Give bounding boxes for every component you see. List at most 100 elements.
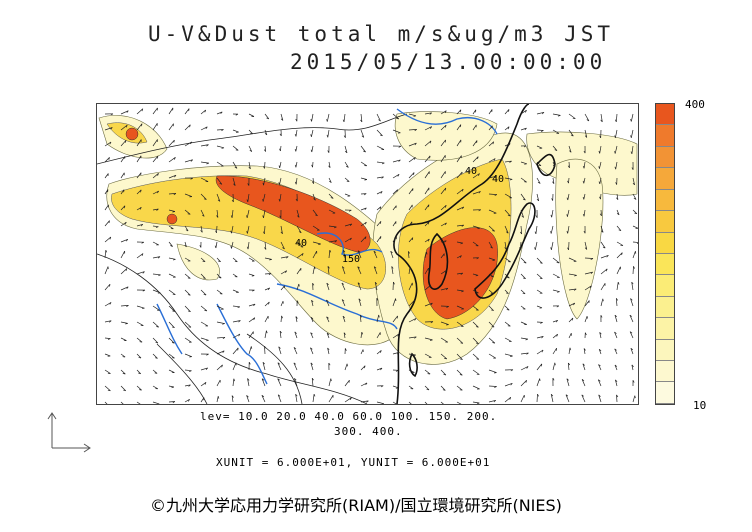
wind-vector <box>600 298 604 307</box>
wind-vector <box>344 145 348 153</box>
wind-vector-head <box>589 285 592 289</box>
wind-vector-head <box>262 182 264 186</box>
wind-vector-head <box>188 384 191 387</box>
wind-vector <box>615 161 618 170</box>
wind-vector-head <box>310 149 313 153</box>
wind-vector-head <box>493 158 496 161</box>
wind-vector-head <box>444 270 447 273</box>
wind-vector <box>343 250 346 259</box>
wind-vector <box>615 379 618 387</box>
wind-vector <box>184 241 187 247</box>
wind-vector <box>328 240 337 243</box>
wind-vector <box>232 289 239 293</box>
wind-vector <box>392 221 397 227</box>
wind-vector <box>246 395 250 403</box>
colorbar-segment <box>656 361 674 383</box>
wind-vector <box>520 209 524 218</box>
wind-vector <box>232 257 238 263</box>
wind-vector-head <box>568 362 570 366</box>
wind-vector-head <box>507 214 511 217</box>
wind-vector <box>584 271 593 275</box>
wind-vector-head <box>396 189 398 193</box>
wind-vector <box>168 385 174 388</box>
wind-vector-head <box>125 124 128 128</box>
wind-vector <box>104 385 111 392</box>
colorbar-segment <box>656 339 674 362</box>
wind-vector <box>136 189 142 195</box>
wind-vector-head <box>409 266 412 270</box>
wind-vector <box>424 221 430 227</box>
wind-vector <box>357 282 362 291</box>
wind-vector-head <box>475 274 479 277</box>
colorbar-segment <box>656 275 674 297</box>
wind-vector-head <box>380 191 383 194</box>
wind-vector-head <box>582 180 585 184</box>
wind-vector <box>215 241 218 249</box>
wind-vector-head <box>246 231 248 234</box>
levels-line-2: 300. 400. <box>334 425 403 438</box>
colorbar-segment <box>656 318 674 340</box>
wind-vector <box>616 252 623 259</box>
wind-vector-head <box>139 389 142 391</box>
wind-vector <box>536 273 543 279</box>
wind-vector <box>232 333 241 339</box>
wind-vector <box>408 318 417 323</box>
wind-vector <box>343 332 346 339</box>
wind-vector-head <box>330 197 334 199</box>
wind-vector-head <box>201 214 205 217</box>
wind-vector <box>408 221 413 227</box>
wind-vector <box>216 209 219 218</box>
wind-vector <box>310 317 314 323</box>
wind-vector <box>440 139 446 147</box>
wind-vector <box>552 348 557 355</box>
wind-vector-head <box>157 403 160 404</box>
wind-vector <box>535 225 538 234</box>
wind-vector-head <box>310 347 313 350</box>
wind-vector-head <box>126 110 129 113</box>
wind-vector-head <box>506 292 509 294</box>
wind-vector <box>552 129 560 134</box>
wind-vector <box>376 314 380 323</box>
wind-vector-head <box>586 119 590 122</box>
wind-vector-head <box>554 362 556 366</box>
wind-vector-head <box>327 347 330 351</box>
wind-vector <box>344 177 350 182</box>
wind-vector <box>264 315 269 323</box>
wind-vector-head <box>583 230 586 234</box>
wind-vector <box>263 209 266 218</box>
wind-vector <box>472 273 479 276</box>
wind-vector-head <box>478 209 481 212</box>
wind-vector <box>552 289 560 293</box>
wind-vector-head <box>478 173 480 176</box>
wind-vector <box>629 314 634 323</box>
wind-vector-head <box>200 230 203 233</box>
wind-vector <box>488 209 497 214</box>
wind-vector <box>232 145 239 151</box>
wind-vector <box>408 282 413 291</box>
wind-vector <box>520 109 527 115</box>
wind-vector <box>120 321 128 324</box>
wind-vector-head <box>631 167 634 170</box>
wind-vector-head <box>380 221 382 224</box>
wind-vector-head <box>247 183 250 186</box>
wind-vector <box>120 124 128 131</box>
wind-vector-head <box>125 268 128 272</box>
wind-vector <box>168 273 176 278</box>
wind-vector <box>488 141 494 147</box>
wind-vector-head <box>348 209 352 212</box>
wind-vector-head <box>426 388 430 391</box>
wind-vector-head <box>365 236 367 240</box>
contour-label: 40 <box>295 238 307 249</box>
wind-vector-head <box>506 277 510 279</box>
wind-vector <box>552 333 558 339</box>
wind-vector-head <box>142 271 145 274</box>
wind-vector <box>376 129 383 137</box>
wind-vector <box>456 224 464 227</box>
wind-vector <box>200 144 209 147</box>
wind-vector-head <box>157 256 161 259</box>
wind-vector <box>104 337 111 339</box>
wind-vector-head <box>494 386 497 388</box>
wind-vector <box>184 108 190 115</box>
wind-vector <box>136 108 144 115</box>
wind-vector <box>456 241 463 244</box>
